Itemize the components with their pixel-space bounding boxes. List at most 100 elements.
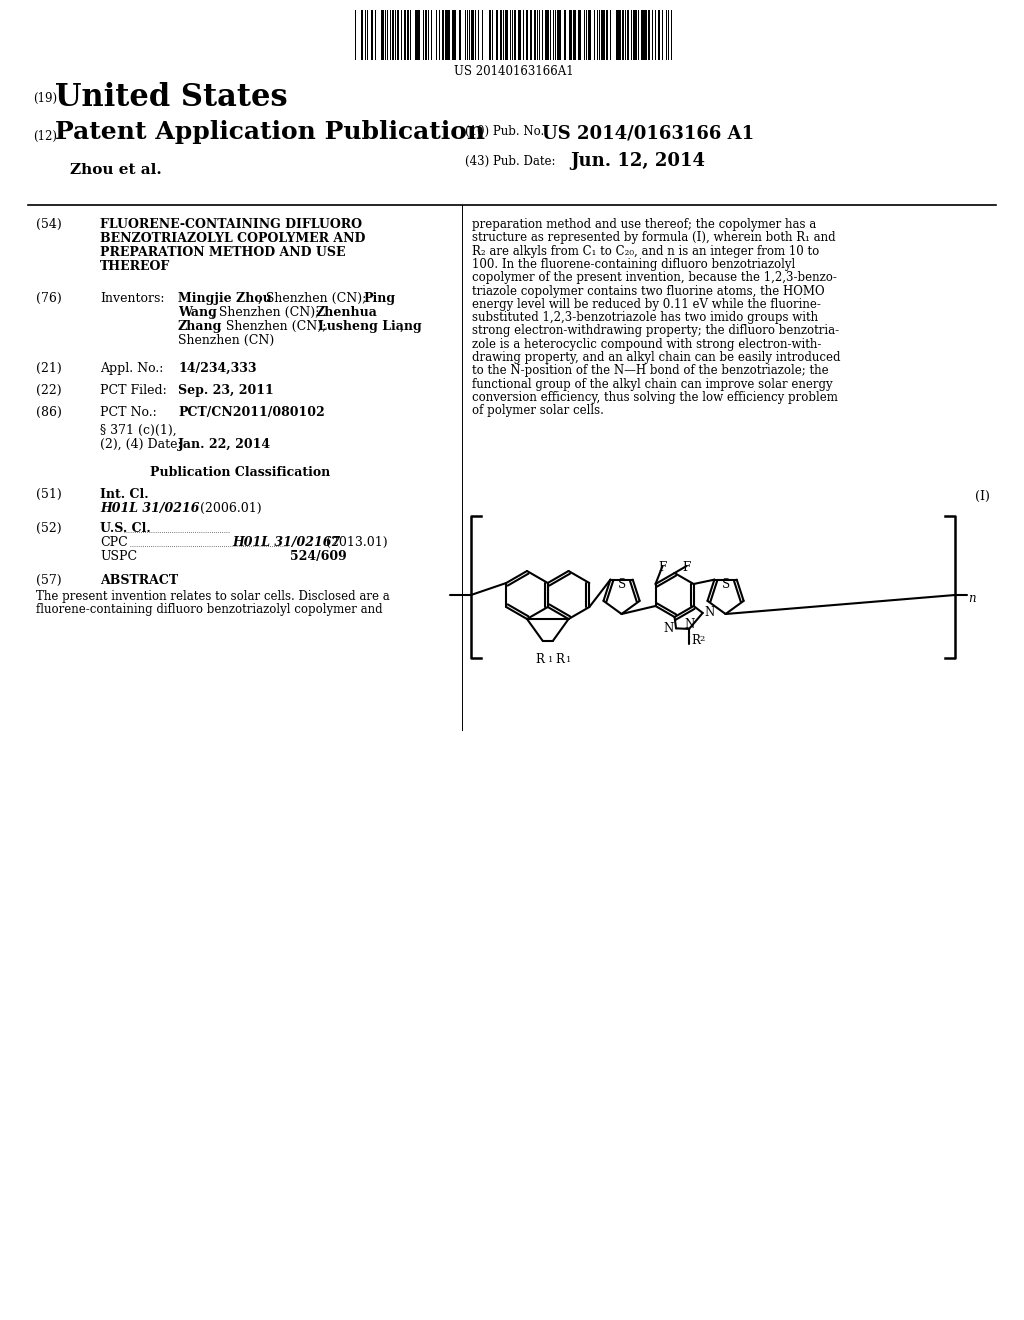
- Bar: [545, 11, 549, 59]
- Text: U.S. Cl.: U.S. Cl.: [100, 521, 151, 535]
- Bar: [627, 11, 629, 59]
- Text: H01L 31/0216: H01L 31/0216: [100, 502, 200, 515]
- Text: Sep. 23, 2011: Sep. 23, 2011: [178, 384, 273, 397]
- Text: H01L 31/02167: H01L 31/02167: [232, 536, 340, 549]
- Text: F: F: [682, 561, 691, 574]
- Text: n: n: [968, 593, 976, 606]
- Text: 2: 2: [699, 635, 705, 643]
- Text: 1: 1: [566, 656, 571, 664]
- Bar: [445, 11, 450, 59]
- Text: Publication Classification: Publication Classification: [150, 466, 330, 479]
- Text: THEREOF: THEREOF: [100, 260, 170, 273]
- Text: PCT Filed:: PCT Filed:: [100, 384, 167, 397]
- Bar: [569, 11, 572, 59]
- Text: Patent Application Publication: Patent Application Publication: [55, 120, 485, 144]
- Bar: [633, 11, 637, 59]
- Text: 100. In the fluorene-containing difluoro benzotriazolyl: 100. In the fluorene-containing difluoro…: [472, 257, 796, 271]
- Text: (43) Pub. Date:: (43) Pub. Date:: [465, 154, 555, 168]
- Text: of polymer solar cells.: of polymer solar cells.: [472, 404, 604, 417]
- Bar: [496, 11, 498, 59]
- Text: structure as represented by formula (I), wherein both R₁ and: structure as represented by formula (I),…: [472, 231, 836, 244]
- Bar: [371, 11, 373, 59]
- Text: PCT/CN2011/080102: PCT/CN2011/080102: [178, 407, 325, 418]
- Text: ABSTRACT: ABSTRACT: [100, 574, 178, 587]
- Text: Wang: Wang: [178, 306, 217, 319]
- Bar: [415, 11, 420, 59]
- Text: (51): (51): [36, 488, 61, 502]
- Text: 14/234,333: 14/234,333: [178, 362, 256, 375]
- Text: , Shenzhen (CN);: , Shenzhen (CN);: [218, 319, 327, 333]
- Text: N: N: [705, 606, 715, 619]
- Text: triazole copolymer contains two fluorine atoms, the HOMO: triazole copolymer contains two fluorine…: [472, 285, 824, 297]
- Text: (57): (57): [36, 574, 61, 587]
- Text: CPC: CPC: [100, 536, 128, 549]
- Bar: [526, 11, 528, 59]
- Text: Ping: Ping: [362, 292, 395, 305]
- Bar: [425, 11, 427, 59]
- Text: S: S: [722, 578, 730, 591]
- Text: Zhenhua: Zhenhua: [316, 306, 378, 319]
- Bar: [557, 11, 561, 59]
- Text: copolymer of the present invention, because the 1,2,3-benzo-: copolymer of the present invention, beca…: [472, 271, 837, 284]
- Bar: [616, 11, 621, 59]
- Bar: [392, 11, 394, 59]
- Bar: [518, 11, 521, 59]
- Text: F: F: [658, 561, 667, 574]
- Bar: [588, 11, 591, 59]
- Text: PCT No.:: PCT No.:: [100, 407, 157, 418]
- Bar: [471, 11, 474, 59]
- Text: (2), (4) Date:: (2), (4) Date:: [100, 438, 181, 451]
- Text: N: N: [684, 618, 694, 631]
- Text: R: R: [535, 653, 544, 667]
- Text: to the N-position of the N—H bond of the benzotriazole; the: to the N-position of the N—H bond of the…: [472, 364, 828, 378]
- Text: R: R: [691, 634, 700, 647]
- Text: conversion efficiency, thus solving the low efficiency problem: conversion efficiency, thus solving the …: [472, 391, 838, 404]
- Text: (I): (I): [975, 490, 990, 503]
- Text: fluorene-containing difluoro benzotriazolyl copolymer and: fluorene-containing difluoro benzotriazo…: [36, 603, 383, 616]
- Text: Mingjie Zhou: Mingjie Zhou: [178, 292, 271, 305]
- Bar: [442, 11, 444, 59]
- Text: preparation method and use thereof; the copolymer has a: preparation method and use thereof; the …: [472, 218, 816, 231]
- Bar: [505, 11, 508, 59]
- Bar: [514, 11, 516, 59]
- Text: zole is a heterocyclic compound with strong electron-with-: zole is a heterocyclic compound with str…: [472, 338, 821, 351]
- Text: (12): (12): [33, 129, 57, 143]
- Bar: [573, 11, 575, 59]
- Text: Int. Cl.: Int. Cl.: [100, 488, 148, 502]
- Text: drawing property, and an alkyl chain can be easily introduced: drawing property, and an alkyl chain can…: [472, 351, 841, 364]
- Text: , Shenzhen (CN);: , Shenzhen (CN);: [211, 306, 319, 319]
- Bar: [648, 11, 650, 59]
- Text: Lusheng Liang: Lusheng Liang: [318, 319, 422, 333]
- Bar: [404, 11, 406, 59]
- Text: energy level will be reduced by 0.11 eV while the fluorine-: energy level will be reduced by 0.11 eV …: [472, 298, 821, 310]
- Text: Zhang: Zhang: [178, 319, 222, 333]
- Bar: [459, 11, 461, 59]
- Text: R: R: [556, 653, 564, 667]
- Bar: [534, 11, 536, 59]
- Bar: [622, 11, 624, 59]
- Text: USPC: USPC: [100, 550, 137, 564]
- Text: functional group of the alkyl chain can improve solar energy: functional group of the alkyl chain can …: [472, 378, 833, 391]
- Text: (2013.01): (2013.01): [326, 536, 388, 549]
- Text: (2006.01): (2006.01): [200, 502, 261, 515]
- Text: (54): (54): [36, 218, 61, 231]
- Text: Shenzhen (CN): Shenzhen (CN): [178, 334, 274, 347]
- Bar: [361, 11, 362, 59]
- Text: United States: United States: [55, 82, 288, 114]
- Text: Jan. 22, 2014: Jan. 22, 2014: [178, 438, 271, 451]
- Text: PREPARATION METHOD AND USE: PREPARATION METHOD AND USE: [100, 246, 345, 259]
- Bar: [658, 11, 660, 59]
- Text: R₂ are alkyls from C₁ to C₂₀, and n is an integer from 10 to: R₂ are alkyls from C₁ to C₂₀, and n is a…: [472, 244, 819, 257]
- Text: BENZOTRIAZOLYL COPOLYMER AND: BENZOTRIAZOLYL COPOLYMER AND: [100, 232, 366, 246]
- Bar: [578, 11, 581, 59]
- Text: US 20140163166A1: US 20140163166A1: [454, 65, 573, 78]
- Text: Zhou et al.: Zhou et al.: [70, 162, 162, 177]
- Bar: [500, 11, 502, 59]
- Text: Appl. No.:: Appl. No.:: [100, 362, 164, 375]
- Text: FLUORENE-CONTAINING DIFLUORO: FLUORENE-CONTAINING DIFLUORO: [100, 218, 362, 231]
- Bar: [489, 11, 490, 59]
- Bar: [641, 11, 647, 59]
- Text: (76): (76): [36, 292, 61, 305]
- Text: (19): (19): [33, 92, 57, 106]
- Bar: [407, 11, 409, 59]
